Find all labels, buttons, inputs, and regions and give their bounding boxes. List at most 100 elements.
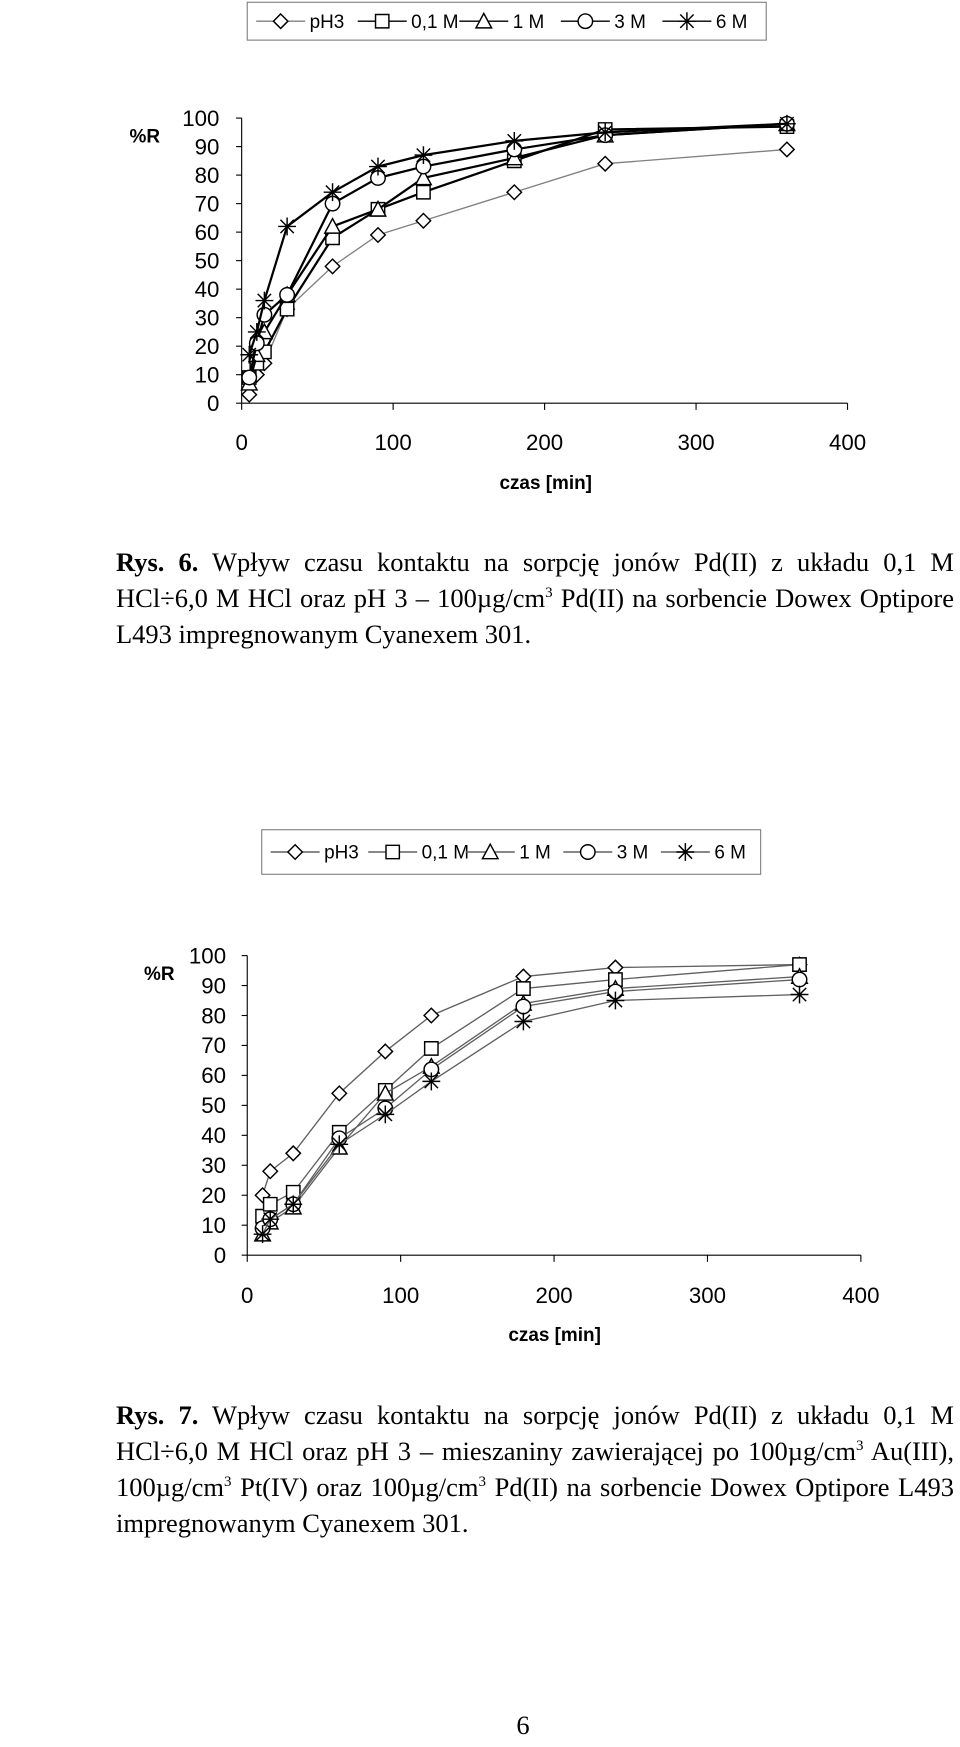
y-tick-label: 0 <box>207 391 219 416</box>
data-point <box>369 157 387 176</box>
y-tick-label: 100 <box>189 943 226 968</box>
page-number: 6 <box>516 1710 530 1740</box>
data-point <box>606 991 625 1010</box>
data-point <box>596 155 614 172</box>
caption-text: Pd(II) na sorbencie Dowex Optipore L493 … <box>116 583 954 649</box>
data-point <box>370 170 386 186</box>
legend-marker <box>474 11 493 29</box>
y-tick-label: 90 <box>201 973 226 998</box>
data-point <box>241 369 258 386</box>
y-tick-label: 30 <box>195 305 220 330</box>
data-point <box>253 1225 272 1244</box>
x-tick-label: 0 <box>241 1283 253 1308</box>
y-tick-label: 20 <box>201 1183 226 1208</box>
data-point <box>415 212 432 229</box>
legend-marker <box>676 843 695 861</box>
x-axis-label: czas [min] <box>499 473 592 494</box>
legend-marker <box>579 844 596 860</box>
data-point <box>414 146 433 165</box>
superscript: 3 <box>224 1474 232 1491</box>
data-point <box>284 1145 302 1162</box>
data-point <box>331 1085 348 1102</box>
data-point <box>506 183 523 201</box>
data-point <box>279 286 296 303</box>
y-tick-label: 60 <box>195 220 220 245</box>
legend-marker <box>385 844 401 860</box>
legend-label: pH3 <box>310 12 345 33</box>
legend-marker <box>577 13 594 30</box>
data-point <box>416 184 431 200</box>
data-point <box>261 1210 280 1229</box>
data-point <box>255 291 274 310</box>
superscript: 3 <box>478 1474 487 1491</box>
data-point <box>414 168 433 186</box>
data-point <box>240 345 259 364</box>
data-point <box>505 148 524 166</box>
data-point <box>422 1072 441 1091</box>
y-tick-label: 90 <box>195 134 220 159</box>
data-point <box>261 1163 279 1180</box>
y-tick-label: 80 <box>201 1003 226 1028</box>
series-line <box>262 975 800 1235</box>
data-point <box>369 226 387 244</box>
legend-label: 1 M <box>519 843 551 864</box>
data-point <box>515 981 531 996</box>
data-point <box>415 158 432 175</box>
data-point <box>323 217 342 234</box>
caption-text: Pt(IV) oraz 100µg/cm <box>231 1472 479 1502</box>
data-point <box>324 258 341 275</box>
data-point <box>330 1135 349 1154</box>
y-tick-label: 10 <box>201 1213 226 1238</box>
x-tick-label: 300 <box>689 1283 726 1308</box>
series-line <box>261 993 800 1235</box>
data-point <box>247 323 266 341</box>
x-tick-label: 300 <box>677 430 714 455</box>
data-point <box>376 1084 395 1101</box>
data-point <box>284 1195 303 1214</box>
data-point <box>505 131 524 150</box>
figure-caption: Rys. 7. Wpływ czasu kontaktu na sorpcję … <box>116 1397 954 1541</box>
series-line <box>261 963 800 1196</box>
y-tick-label: 70 <box>201 1033 226 1058</box>
data-point <box>515 998 532 1015</box>
y-tick-label: 10 <box>195 362 220 387</box>
data-point <box>423 1007 440 1024</box>
x-tick-label: 200 <box>535 1283 572 1308</box>
y-tick-label: 30 <box>201 1153 226 1178</box>
legend-label: 6 M <box>716 12 748 33</box>
superscript: 3 <box>545 585 553 602</box>
y-axis-label: %R <box>144 964 175 985</box>
y-tick-label: 80 <box>195 163 220 188</box>
superscript: 3 <box>855 1438 864 1455</box>
legend-label: 0,1 M <box>422 843 469 864</box>
legend-label: 3 M <box>614 12 646 33</box>
caption-text: Pd(II) na sorbencie Dowex Optipore L493 … <box>116 1472 954 1538</box>
data-point <box>792 957 807 972</box>
caption-text: Wpływ czasu kontaktu na sorpcję jonów Pd… <box>116 1400 954 1466</box>
data-point <box>423 1061 440 1078</box>
data-point <box>278 217 297 236</box>
caption-label: Rys. 7. <box>116 1400 199 1430</box>
data-point <box>324 195 341 212</box>
legend-marker <box>286 843 304 861</box>
y-tick-label: 20 <box>195 334 220 359</box>
x-tick-label: 100 <box>375 430 412 455</box>
data-point <box>514 1012 533 1031</box>
data-point <box>368 199 387 217</box>
caption-text: Au(III), 100µg/cm <box>116 1436 954 1502</box>
legend-marker <box>272 12 289 30</box>
legend-label: 0,1 M <box>411 12 458 33</box>
data-point <box>323 183 342 202</box>
data-point <box>596 123 615 142</box>
data-point <box>376 1105 395 1124</box>
x-tick-label: 400 <box>829 430 866 455</box>
legend-label: 6 M <box>714 843 746 864</box>
y-tick-label: 50 <box>201 1093 226 1118</box>
data-point <box>377 1043 394 1060</box>
data-point <box>262 1196 278 1212</box>
x-tick-label: 100 <box>382 1283 419 1308</box>
y-tick-label: 50 <box>195 248 220 273</box>
caption-text: Wpływ czasu kontaktu na sorpcję jonów Pd… <box>116 547 954 613</box>
legend-marker <box>678 12 696 31</box>
